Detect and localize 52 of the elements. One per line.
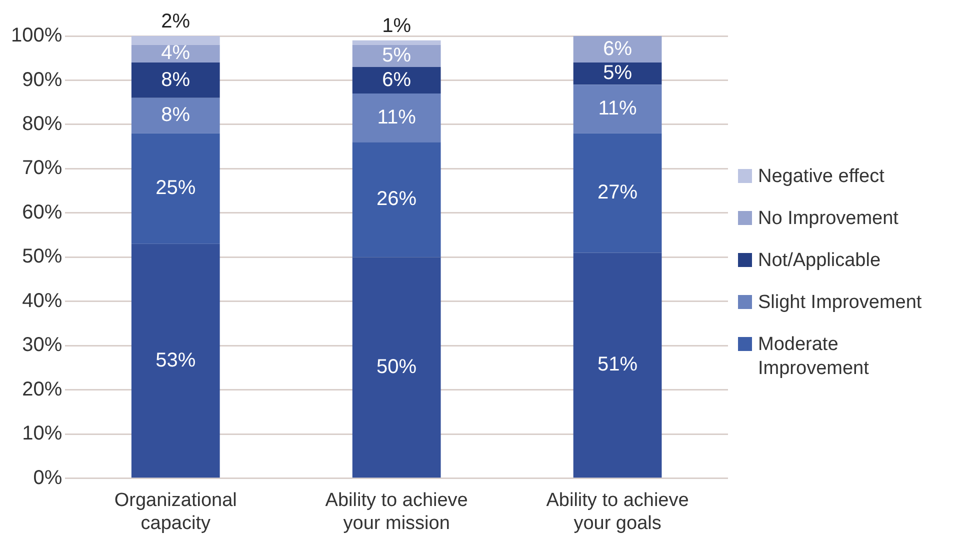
x-tick-label: Ability to achieve your goals — [546, 490, 689, 534]
y-tick-label: 80% — [22, 112, 62, 135]
legend-label: Negative effect — [758, 165, 884, 189]
data-label: 4% — [161, 42, 190, 64]
data-label: 51% — [598, 354, 638, 376]
data-label: 50% — [376, 356, 417, 378]
bar — [573, 62, 662, 85]
data-label: 26% — [376, 188, 417, 210]
bar — [352, 44, 441, 67]
bar — [352, 142, 441, 258]
bar — [573, 36, 662, 63]
bar — [573, 252, 662, 478]
bar — [131, 98, 220, 134]
data-label: 53% — [156, 349, 196, 372]
bar — [352, 40, 441, 45]
bar — [131, 133, 220, 244]
data-label: 11% — [598, 98, 638, 120]
legend-label: No Improvement — [758, 207, 898, 231]
y-tick-label: 50% — [22, 246, 62, 268]
data-label: 8% — [161, 68, 190, 91]
data-label: 6% — [382, 68, 412, 91]
legend-label: Moderate Improvement — [758, 333, 870, 381]
legend-label: Slight Improvement — [758, 291, 922, 315]
legend-label: Not/Applicable — [758, 249, 881, 273]
bar — [131, 62, 220, 98]
y-tick-label: 70% — [22, 157, 62, 180]
y-tick-label: 30% — [22, 334, 62, 356]
x-tick-label: Organizational capacity — [114, 490, 237, 534]
data-label: 27% — [598, 182, 638, 204]
y-tick-label: 0% — [33, 466, 62, 489]
data-label: 5% — [603, 62, 632, 84]
data-label: 2% — [161, 10, 190, 33]
y-tick-label: 40% — [22, 290, 62, 312]
bar — [352, 257, 441, 478]
y-tick-label: 20% — [22, 378, 62, 400]
y-tick-label: 10% — [22, 422, 62, 445]
data-label: 6% — [603, 38, 632, 60]
y-tick-label: 90% — [22, 68, 62, 91]
y-tick-label: 60% — [22, 201, 62, 224]
bar — [352, 94, 441, 142]
bar — [131, 36, 220, 45]
data-label: 5% — [382, 44, 412, 66]
data-label: 1% — [382, 14, 412, 37]
bar — [352, 66, 441, 94]
bar — [573, 84, 662, 134]
x-tick-label: Ability to achieve your mission — [325, 490, 468, 534]
y-tick-label: 100% — [10, 24, 62, 47]
bar — [131, 244, 220, 478]
data-label: 25% — [156, 177, 196, 200]
bar — [573, 133, 662, 253]
data-label: 11% — [377, 106, 416, 128]
data-label: 8% — [161, 104, 190, 126]
